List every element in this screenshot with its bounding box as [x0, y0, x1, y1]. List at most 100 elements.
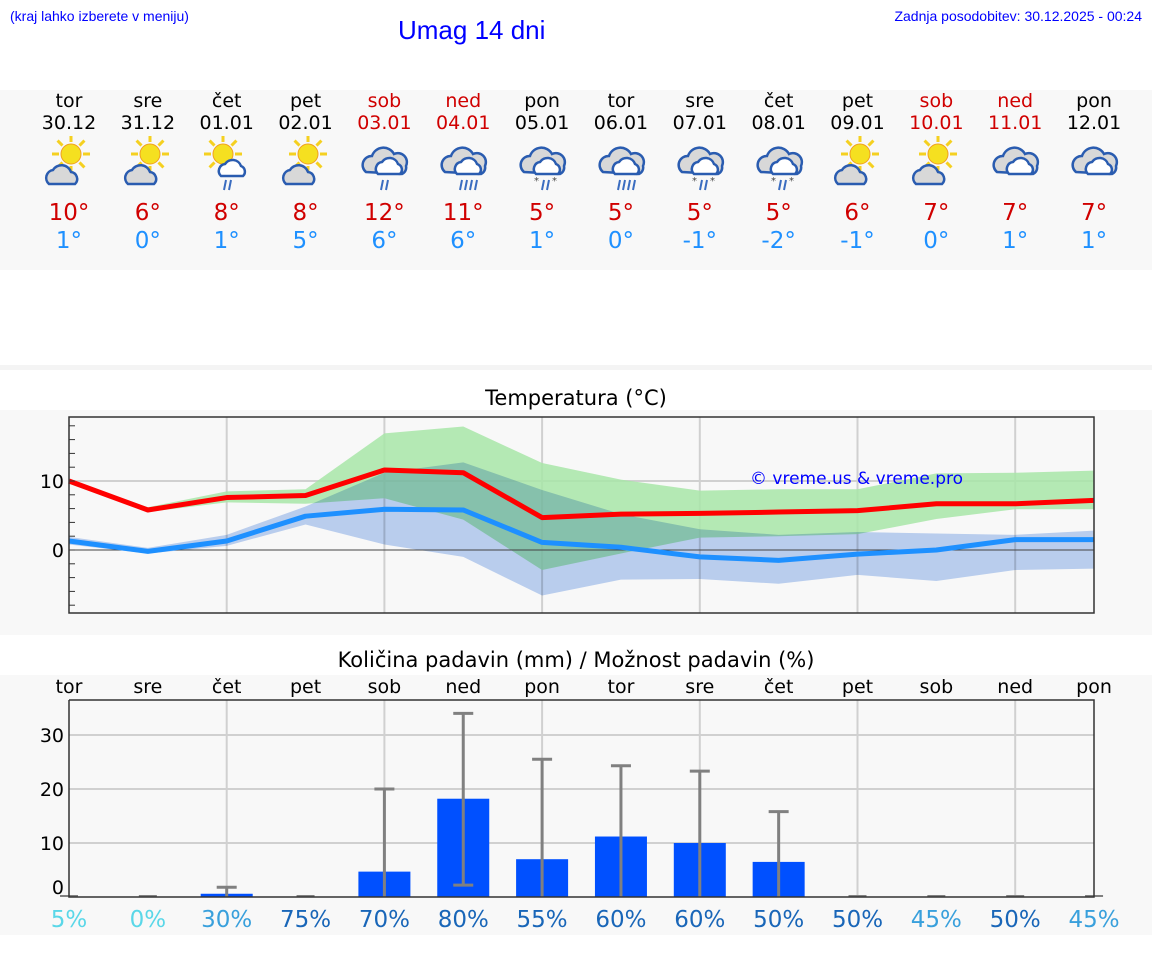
min-temperature: 1° — [213, 228, 240, 254]
day-column: sre 07.01 * * 5° -1° — [661, 90, 739, 254]
day-name: pon — [524, 90, 560, 112]
precipitation-probability: 50% — [753, 907, 804, 933]
max-temperature-line — [68, 467, 1095, 521]
day-column: pon 05.01 * * 5° 1° — [503, 90, 581, 254]
day-column: tor 30.12 10° 1° — [30, 90, 108, 254]
cloudy-rain-icon — [424, 136, 502, 200]
max-temperature: 5° — [686, 200, 713, 226]
min-temperature: 1° — [1002, 228, 1029, 254]
temperature-chart-title: Temperatura (°C) — [485, 386, 667, 410]
precipitation-probability: 80% — [438, 907, 489, 933]
day-column: čet 01.01 8° 1° — [188, 90, 266, 254]
cloudy-sleet-icon: * * — [661, 136, 739, 200]
partly-cloudy-icon — [819, 136, 897, 200]
day-column: ned 04.01 11° 6° — [424, 90, 502, 254]
plot-frame — [68, 699, 1095, 898]
day-date: 06.01 — [593, 112, 649, 134]
day-name: čet — [763, 90, 794, 112]
min-temperature-range-band — [69, 462, 1095, 596]
plot-frame — [68, 416, 1095, 614]
day-date: 03.01 — [357, 112, 412, 134]
cloudy-light-rain-icon — [345, 136, 423, 200]
day-label: sre — [685, 676, 714, 698]
day-label: ned — [997, 676, 1033, 698]
min-temperature: 0° — [607, 228, 634, 254]
partly-cloudy-icon — [109, 136, 187, 200]
day-name: sre — [133, 90, 163, 112]
y-tick-label: 0 — [52, 540, 64, 562]
min-temperature: 5° — [292, 228, 319, 254]
min-temperature: -2° — [761, 228, 796, 254]
cloudy-sleet-icon: * * — [503, 136, 581, 200]
partly-cloudy-icon — [267, 136, 345, 200]
y-tick-label: 10 — [40, 833, 64, 855]
max-temperature: 10° — [48, 200, 90, 226]
y-tick-label: 0 — [52, 877, 64, 899]
day-date: 01.01 — [199, 112, 254, 134]
day-date: 11.01 — [987, 112, 1043, 134]
svg-text:*: * — [534, 176, 539, 187]
temperature-chart-panel: 0 10 © vreme.us & vreme.pro — [0, 410, 1152, 635]
sun-cloud-rain-icon — [188, 136, 266, 200]
day-column: pon 12.01 7° 1° — [1055, 90, 1133, 254]
precipitation-probability: 5% — [51, 907, 88, 933]
min-temperature: 6° — [371, 228, 398, 254]
max-temperature: 6° — [844, 200, 871, 226]
last-updated: Zadnja posodobitev: 30.12.2025 - 00:24 — [894, 8, 1142, 24]
day-date: 31.12 — [120, 112, 176, 134]
max-temperature: 11° — [442, 200, 484, 226]
min-temperature-line — [68, 506, 1095, 563]
day-label: sre — [133, 676, 162, 698]
day-label: pon — [1076, 676, 1112, 698]
day-column: sob 03.01 12° 6° — [345, 90, 423, 254]
cloudy-icon — [976, 136, 1054, 200]
svg-text:*: * — [552, 176, 557, 187]
max-temperature: 7° — [1080, 200, 1108, 226]
day-date: 04.01 — [436, 112, 491, 134]
precipitation-probability: 75% — [280, 907, 331, 933]
precipitation-probability: 0% — [130, 907, 167, 933]
day-name: ned — [445, 90, 482, 112]
day-label: pet — [842, 676, 873, 698]
max-temperature: 8° — [292, 200, 319, 226]
min-temperature: 1° — [55, 228, 83, 254]
min-temperature: -1° — [840, 228, 875, 254]
day-name: ned — [997, 90, 1034, 112]
day-date: 08.01 — [751, 112, 806, 134]
min-temperature: 1° — [1080, 228, 1108, 254]
day-column: pet 02.01 8° 5° — [267, 90, 345, 254]
day-name: sre — [685, 90, 715, 112]
max-temperature: 12° — [364, 200, 405, 226]
y-tick-label: 10 — [40, 471, 64, 493]
precipitation-probability: 50% — [990, 907, 1041, 933]
day-column: sob 10.01 7° 0° — [897, 90, 975, 254]
max-temperature: 5° — [607, 200, 634, 226]
min-temperature: 6° — [450, 228, 477, 254]
day-name: pet — [289, 90, 322, 112]
max-temperature: 6° — [134, 200, 161, 226]
day-name: tor — [607, 90, 635, 112]
precipitation-probability: 50% — [832, 907, 883, 933]
precipitation-probability: 60% — [674, 907, 725, 933]
max-temperature: 7° — [923, 200, 950, 226]
day-label: tor — [56, 676, 83, 698]
day-column: čet 08.01 * * 5° -2° — [740, 90, 818, 254]
precipitation-chart-title: Količina padavin (mm) / Možnost padavin … — [337, 648, 815, 672]
day-label: ned — [445, 676, 481, 698]
cloudy-icon — [1055, 136, 1133, 200]
day-name: pon — [1076, 90, 1112, 112]
precipitation-chart: 0 10 20 30 tor sre čet pet sob ned pon tor sre čet pet… — [40, 676, 1120, 933]
max-temperature: 7° — [1002, 200, 1029, 226]
min-temperature: 0° — [134, 228, 161, 254]
day-column: sre 31.12 6° 0° — [109, 90, 187, 254]
day-label: čet — [764, 676, 794, 698]
day-date: 02.01 — [278, 112, 333, 134]
day-name: sob — [919, 90, 954, 112]
precipitation-probability: 30% — [201, 907, 252, 933]
svg-text:*: * — [771, 176, 776, 187]
day-name: čet — [211, 90, 242, 112]
day-label: sob — [920, 676, 954, 698]
partly-cloudy-icon — [897, 136, 975, 200]
temperature-chart: 0 10 © vreme.us & vreme.pro — [40, 416, 1095, 614]
precipitation-probability: 45% — [1068, 907, 1119, 933]
